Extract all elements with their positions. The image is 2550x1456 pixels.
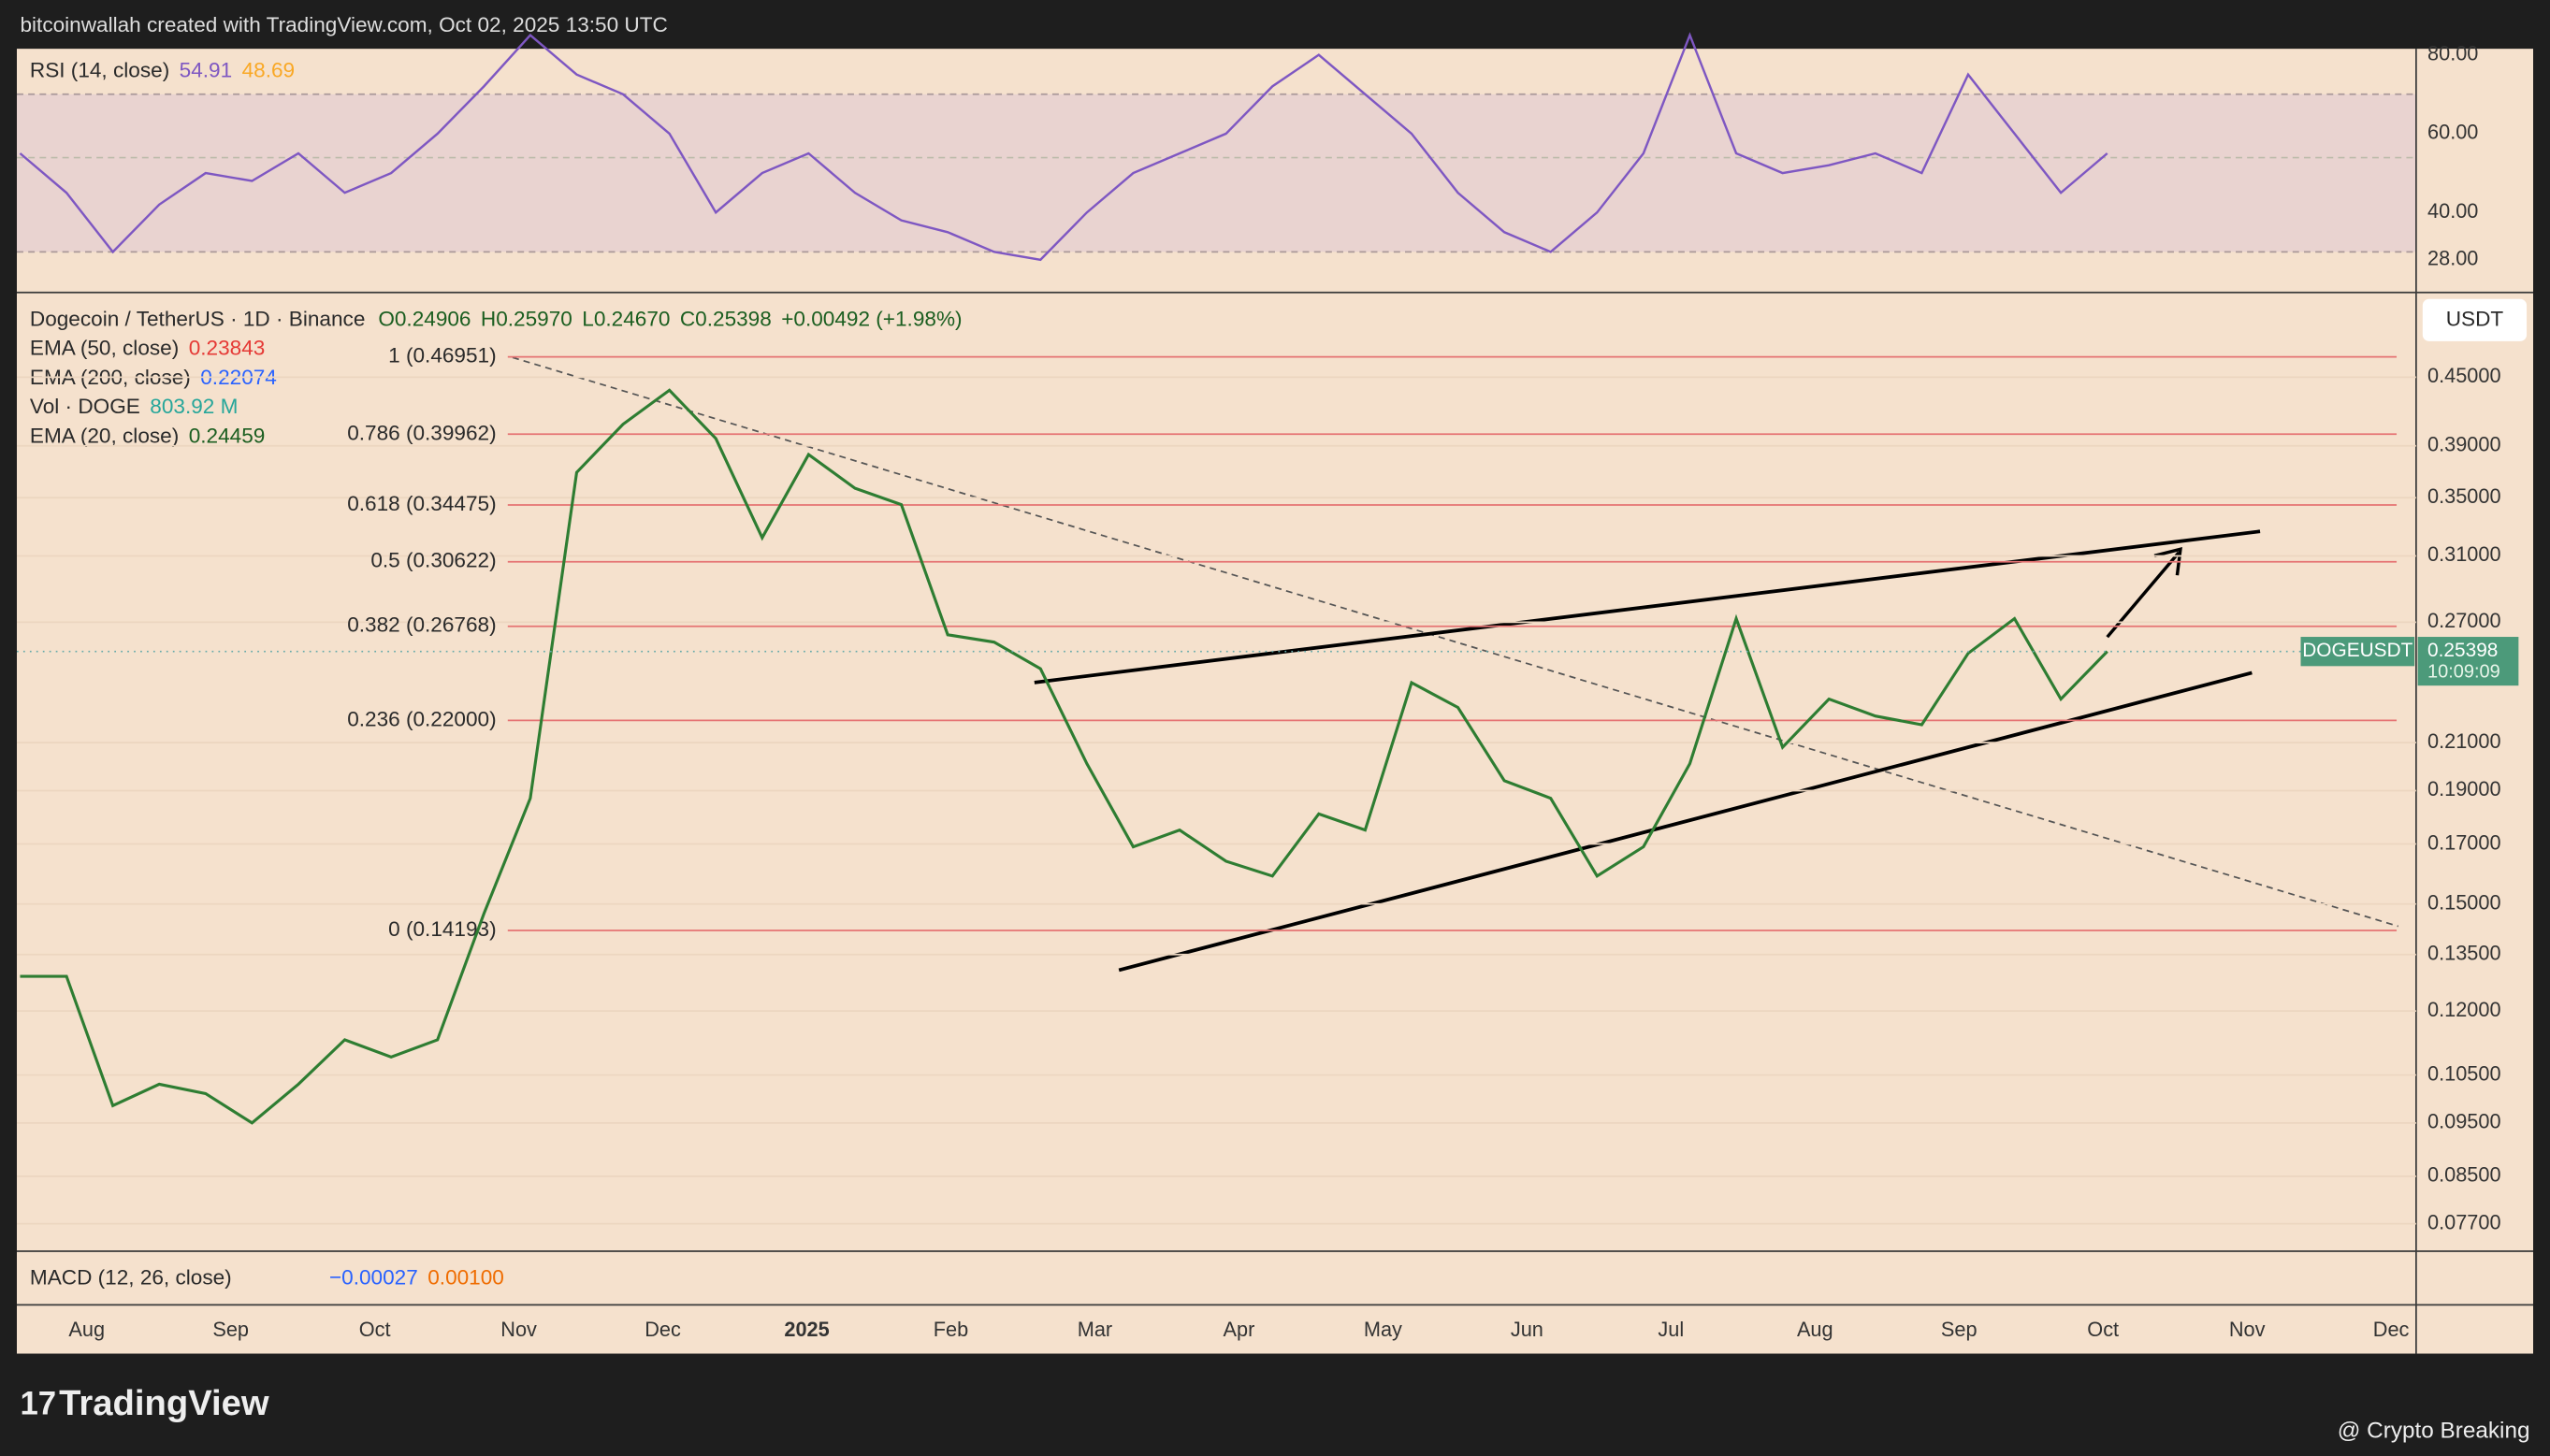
price-tick-label: 0.08500 [2427,1163,2501,1187]
time-label: Sep [212,1318,249,1341]
rsi-tick-label: 60.00 [2427,121,2478,144]
price-line [20,388,2108,1125]
time-label: Mar [1078,1318,1112,1341]
rsi-legend: RSI (14, close) 54.91 48.69 [30,58,295,81]
credit: bitcoinwallah created with TradingView.c… [20,13,667,36]
time-label: Apr [1224,1318,1255,1341]
brand-logo: 17 [20,1386,56,1421]
indicator-legend: EMA (50, close) 0.23843 [30,337,265,360]
time-label: Feb [934,1318,968,1341]
time-label: Jun [1511,1318,1543,1341]
rsi-tick-label: 40.00 [2427,199,2478,223]
time-label: Oct [2087,1318,2119,1341]
symbol-legend: Dogecoin / TetherUS · 1D · Binance O0.249… [30,307,963,330]
rsi-line [19,32,2108,262]
time-label: Oct [359,1318,391,1341]
price-tick-label: 0.19000 [2427,777,2501,800]
price-tick-label: 0.12000 [2427,998,2501,1021]
countdown: 10:09:09 [2427,662,2500,683]
fib-label: 0.236 (0.22000) [347,707,496,730]
indicator-legend: Vol · DOGE 803.92 M [30,395,239,418]
brand: TradingView [59,1383,269,1423]
price-tick-label: 0.35000 [2427,484,2501,508]
trendline-lower [1118,670,2253,973]
time-label: Jul [1658,1318,1684,1341]
time-label: Aug [1797,1318,1833,1341]
fib-label: 0.5 (0.30622) [370,549,496,572]
macd-legend: MACD (12, 26, close) −0.00027 0.00100 [30,1266,504,1290]
fib-label: 0.382 (0.26768) [347,613,496,637]
trendline-dashed [512,356,2399,928]
price-tick-label: 0.39000 [2427,433,2501,456]
arrow-head [2153,547,2182,576]
time-label: Nov [2229,1318,2266,1341]
time-label: 2025 [784,1318,829,1341]
fib-label: 0.618 (0.34475) [347,492,496,515]
time-label: Dec [645,1318,681,1341]
time-label: Dec [2373,1318,2410,1341]
time-label: Aug [68,1318,105,1341]
rsi-tick-label: 28.00 [2427,247,2478,270]
price-tick-label: 0.07700 [2427,1210,2501,1233]
currency-box[interactable] [2422,298,2528,341]
price-tick-label: 0.45000 [2427,364,2501,387]
rsi-tick-label: 80.00 [2427,41,2478,65]
price-badge [2417,637,2519,686]
time-label: Nov [500,1318,537,1341]
price-tick-label: 0.15000 [2427,890,2501,914]
symbol-badge [2300,637,2415,667]
rsi-band [17,94,2416,252]
source: @ Crypto Breaking [2338,1418,2530,1443]
price-tick-label: 0.21000 [2427,729,2501,753]
price-tick-label: 0.10500 [2427,1061,2501,1085]
time-label: Sep [1941,1318,1978,1341]
symbol-badge-text: DOGEUSDT [2302,640,2412,661]
fib-label: 0.786 (0.39962) [347,421,496,444]
chart-bg [17,49,2533,1354]
fib-label: 1 (0.46951) [388,344,496,368]
time-label: May [1364,1318,1402,1341]
price-tick-label: 0.27000 [2427,609,2501,632]
price-tick-label: 0.31000 [2427,542,2501,566]
price-tick-label: 0.09500 [2427,1110,2501,1133]
currency[interactable]: USDT [2446,307,2504,330]
price-badge-text: 0.25398 [2427,640,2498,661]
price-tick-label: 0.17000 [2427,830,2501,854]
indicator-legend: EMA (20, close) 0.24459 [30,424,265,447]
price-tick-label: 0.13500 [2427,941,2501,964]
